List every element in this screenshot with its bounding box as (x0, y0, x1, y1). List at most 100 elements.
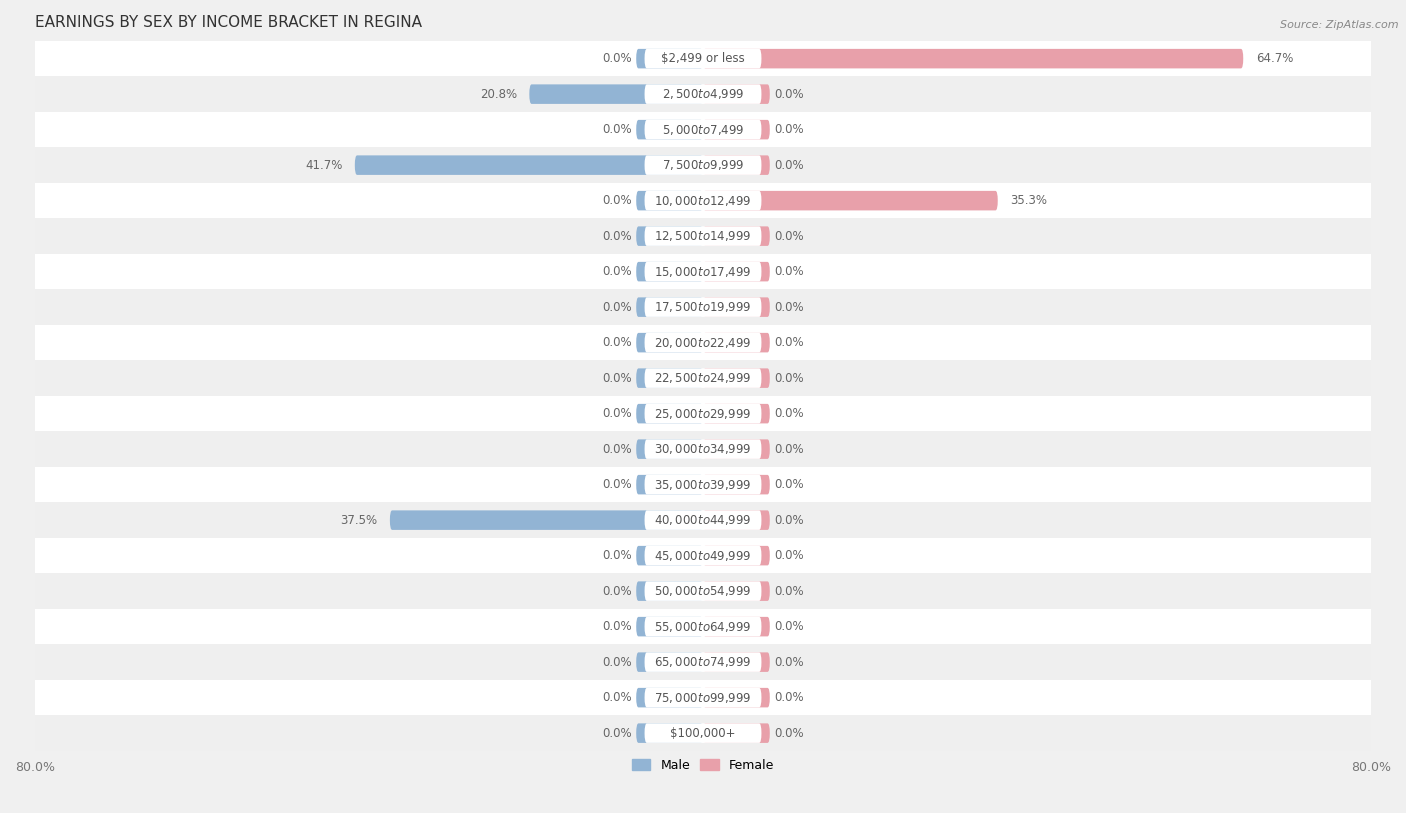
FancyBboxPatch shape (644, 298, 762, 317)
Text: $20,000 to $22,499: $20,000 to $22,499 (654, 336, 752, 350)
FancyBboxPatch shape (636, 652, 703, 672)
Text: 37.5%: 37.5% (340, 514, 377, 527)
Text: 0.0%: 0.0% (602, 655, 633, 668)
Text: $2,500 to $4,999: $2,500 to $4,999 (662, 87, 744, 101)
Text: 20.8%: 20.8% (479, 88, 517, 101)
Text: 0.0%: 0.0% (602, 229, 633, 242)
Text: 0.0%: 0.0% (602, 549, 633, 562)
Bar (35, 112, 1371, 147)
FancyBboxPatch shape (703, 368, 770, 388)
FancyBboxPatch shape (703, 49, 1243, 68)
FancyBboxPatch shape (703, 85, 770, 104)
Text: 0.0%: 0.0% (602, 52, 633, 65)
Text: 0.0%: 0.0% (602, 301, 633, 314)
Bar (35, 325, 1371, 360)
Bar (35, 573, 1371, 609)
FancyBboxPatch shape (703, 120, 770, 139)
Bar (35, 645, 1371, 680)
FancyBboxPatch shape (636, 333, 703, 352)
FancyBboxPatch shape (703, 262, 770, 281)
Text: 0.0%: 0.0% (773, 655, 804, 668)
Text: 0.0%: 0.0% (602, 372, 633, 385)
Text: 0.0%: 0.0% (773, 88, 804, 101)
Text: $40,000 to $44,999: $40,000 to $44,999 (654, 513, 752, 527)
FancyBboxPatch shape (636, 262, 703, 281)
Bar (35, 502, 1371, 538)
Text: 0.0%: 0.0% (773, 336, 804, 349)
FancyBboxPatch shape (644, 49, 762, 68)
Text: 0.0%: 0.0% (602, 336, 633, 349)
Text: 0.0%: 0.0% (602, 123, 633, 136)
Text: 0.0%: 0.0% (773, 123, 804, 136)
Text: 0.0%: 0.0% (602, 691, 633, 704)
Text: 0.0%: 0.0% (602, 727, 633, 740)
Text: 0.0%: 0.0% (773, 229, 804, 242)
Text: EARNINGS BY SEX BY INCOME BRACKET IN REGINA: EARNINGS BY SEX BY INCOME BRACKET IN REG… (35, 15, 422, 30)
Text: 0.0%: 0.0% (773, 407, 804, 420)
FancyBboxPatch shape (644, 652, 762, 672)
FancyBboxPatch shape (636, 49, 703, 68)
Bar (35, 467, 1371, 502)
FancyBboxPatch shape (644, 475, 762, 494)
Text: 0.0%: 0.0% (773, 585, 804, 598)
FancyBboxPatch shape (636, 724, 703, 743)
Text: 0.0%: 0.0% (602, 442, 633, 455)
Bar (35, 219, 1371, 254)
Text: $10,000 to $12,499: $10,000 to $12,499 (654, 193, 752, 207)
Bar (35, 432, 1371, 467)
Text: 0.0%: 0.0% (773, 372, 804, 385)
FancyBboxPatch shape (644, 191, 762, 211)
FancyBboxPatch shape (644, 226, 762, 246)
Bar (35, 715, 1371, 751)
FancyBboxPatch shape (703, 475, 770, 494)
FancyBboxPatch shape (636, 546, 703, 565)
Text: 0.0%: 0.0% (602, 407, 633, 420)
FancyBboxPatch shape (636, 581, 703, 601)
FancyBboxPatch shape (644, 155, 762, 175)
Bar (35, 538, 1371, 573)
FancyBboxPatch shape (636, 298, 703, 317)
FancyBboxPatch shape (644, 120, 762, 139)
Text: $15,000 to $17,499: $15,000 to $17,499 (654, 265, 752, 279)
Text: $65,000 to $74,999: $65,000 to $74,999 (654, 655, 752, 669)
Text: $100,000+: $100,000+ (671, 727, 735, 740)
FancyBboxPatch shape (636, 617, 703, 637)
FancyBboxPatch shape (529, 85, 703, 104)
FancyBboxPatch shape (703, 581, 770, 601)
Text: Source: ZipAtlas.com: Source: ZipAtlas.com (1281, 20, 1399, 30)
Bar (35, 76, 1371, 112)
Text: 0.0%: 0.0% (773, 727, 804, 740)
Text: 0.0%: 0.0% (602, 194, 633, 207)
Text: $55,000 to $64,999: $55,000 to $64,999 (654, 620, 752, 633)
FancyBboxPatch shape (703, 155, 770, 175)
Text: 0.0%: 0.0% (773, 620, 804, 633)
FancyBboxPatch shape (636, 120, 703, 139)
FancyBboxPatch shape (644, 262, 762, 281)
FancyBboxPatch shape (644, 724, 762, 743)
FancyBboxPatch shape (703, 688, 770, 707)
FancyBboxPatch shape (644, 439, 762, 459)
FancyBboxPatch shape (636, 226, 703, 246)
Text: 0.0%: 0.0% (773, 691, 804, 704)
FancyBboxPatch shape (703, 191, 998, 211)
FancyBboxPatch shape (636, 475, 703, 494)
FancyBboxPatch shape (644, 333, 762, 352)
FancyBboxPatch shape (636, 404, 703, 424)
FancyBboxPatch shape (644, 546, 762, 565)
Bar (35, 147, 1371, 183)
FancyBboxPatch shape (703, 724, 770, 743)
Bar (35, 254, 1371, 289)
Text: 0.0%: 0.0% (773, 159, 804, 172)
Text: $22,500 to $24,999: $22,500 to $24,999 (654, 372, 752, 385)
Bar (35, 41, 1371, 76)
Text: $25,000 to $29,999: $25,000 to $29,999 (654, 406, 752, 420)
Text: $30,000 to $34,999: $30,000 to $34,999 (654, 442, 752, 456)
Bar (35, 609, 1371, 645)
Text: $7,500 to $9,999: $7,500 to $9,999 (662, 159, 744, 172)
FancyBboxPatch shape (644, 617, 762, 637)
Bar (35, 680, 1371, 715)
Text: $35,000 to $39,999: $35,000 to $39,999 (654, 478, 752, 492)
Text: 0.0%: 0.0% (773, 265, 804, 278)
FancyBboxPatch shape (644, 85, 762, 104)
FancyBboxPatch shape (644, 688, 762, 707)
